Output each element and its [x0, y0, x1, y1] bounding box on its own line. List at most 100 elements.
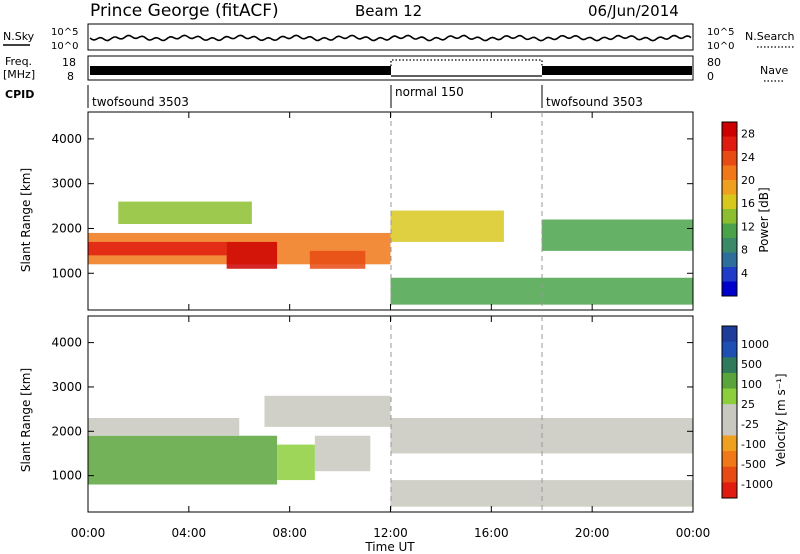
colorbar-tick-label: 24	[741, 151, 755, 164]
noise-right-tick-top: 10^5	[707, 27, 734, 38]
colorbar-tick-label: 4	[741, 267, 748, 280]
cpid-segment-label: normal 150	[395, 85, 464, 99]
y-tick-label: 2000	[51, 424, 82, 438]
noise-right-tick-bottom: 10^0	[707, 41, 734, 52]
colorbar-swatch	[722, 223, 737, 239]
colorbar-swatch	[722, 136, 737, 152]
colorbar-swatch	[722, 180, 737, 195]
freq-bar-segment-1	[90, 66, 391, 75]
colorbar-swatch	[722, 151, 737, 166]
velocity-panel: 1000 2000 3000 4000 Slant Range [km] 1000 50…	[19, 315, 788, 513]
freq-left-tick-top: 18	[62, 56, 76, 69]
heatmap-cell	[277, 444, 315, 481]
colorbar-tick-label: -500	[741, 458, 766, 471]
colorbar-tick-label: 500	[741, 358, 762, 371]
freq-unit-label: [MHz]	[3, 68, 35, 81]
colorbar-tick-label: -25	[741, 418, 759, 431]
power-heatmap	[88, 201, 693, 305]
noise-sky-trace	[89, 34, 692, 42]
heatmap-cell	[118, 201, 252, 224]
noise-left-tick-bottom: 10^0	[51, 41, 78, 52]
y-tick-label: 3000	[51, 177, 82, 191]
colorbar-tick-label: 28	[741, 128, 755, 141]
colorbar-swatch	[722, 122, 737, 137]
colorbar-swatch	[722, 267, 737, 282]
colorbar-swatch	[722, 165, 737, 181]
heatmap-cell	[88, 435, 278, 485]
velocity-heatmap	[88, 395, 693, 507]
power-y-axis: 1000 2000 3000 4000	[51, 132, 693, 280]
x-tick-label: 00:00	[71, 526, 106, 540]
x-tick-label: 16:00	[474, 526, 509, 540]
colorbar-frame	[721, 121, 738, 297]
colorbar-tick-label: 16	[741, 197, 755, 210]
freq-panel-frame	[87, 55, 694, 81]
power-panel: 1000 2000 3000 4000 Slant Range [km] 4 8 12 16…	[19, 111, 771, 311]
colorbar-swatch	[722, 419, 737, 436]
x-tick-label: 08:00	[272, 526, 307, 540]
heatmap-cell	[390, 480, 693, 507]
nave-right-tick-top: 80	[707, 56, 721, 69]
x-tick-label: 12:00	[373, 526, 408, 540]
colorbar-tick-label: 25	[741, 398, 755, 411]
x-tick-label: 04:00	[172, 526, 207, 540]
colorbar-swatch	[722, 404, 737, 421]
heatmap-cell	[541, 219, 693, 251]
noise-panel-frame	[87, 23, 694, 51]
colorbar-tick-label: -100	[741, 438, 766, 451]
colorbar-swatch	[722, 341, 737, 358]
heatmap-cell	[226, 241, 278, 269]
colorbar-swatch	[722, 482, 737, 499]
colorbar-tick-label: 100	[741, 378, 762, 391]
freq-left-tick-bottom: 8	[67, 70, 74, 83]
colorbar-swatch	[722, 281, 737, 297]
x-tick-label: 00:00	[676, 526, 711, 540]
y-tick-label: 4000	[51, 132, 82, 146]
power-y-axis-label: Slant Range [km]	[19, 168, 33, 272]
colorbar-swatch	[722, 252, 737, 268]
noise-left-tick-top: 10^5	[51, 27, 78, 38]
velocity-y-axis: 1000 2000 3000 4000	[51, 336, 693, 483]
colorbar-tick-label: 8	[741, 244, 748, 257]
nave-label: Nave	[760, 64, 788, 77]
colorbar-tick-label: 1000	[741, 338, 769, 351]
heatmap-cell	[88, 417, 240, 436]
colorbar-swatch	[722, 326, 737, 343]
cpid-segment-label: twofsound 3503	[546, 95, 643, 109]
beam-title: Beam 12	[355, 2, 422, 20]
colorbar-tick-label: 20	[741, 174, 755, 187]
velocity-y-axis-label: Slant Range [km]	[19, 368, 33, 472]
freq-bar-segment-3	[542, 66, 692, 75]
x-axis: 00:00 04:00 08:00 12:00 16:00 20:00 00:00	[71, 112, 711, 540]
colorbar-swatch	[722, 357, 737, 374]
y-tick-label: 2000	[51, 221, 82, 235]
x-axis-label: Time UT	[364, 540, 415, 554]
cpid-label: CPID	[5, 88, 34, 101]
heatmap-cell	[390, 210, 504, 242]
cpid-segment-label: twofsound 3503	[92, 95, 189, 109]
colorbar-swatch	[722, 466, 737, 483]
colorbar-tick-label: -1000	[741, 478, 773, 491]
heatmap-cell	[264, 395, 391, 427]
heatmap-cell	[314, 435, 371, 472]
date-title: 06/Jun/2014	[588, 2, 679, 20]
colorbar-frame	[721, 325, 738, 499]
heatmap-cell	[88, 241, 227, 256]
noise-search-label: N.Search	[745, 30, 795, 43]
heatmap-cell	[390, 277, 693, 305]
noise-sky-label: N.Sky	[3, 30, 35, 43]
colorbar-swatch	[722, 238, 737, 253]
colorbar-swatch	[722, 372, 737, 390]
velocity-colorbar-label: Velocity [m s⁻¹]	[774, 373, 788, 466]
colorbar-tick-label: 12	[741, 220, 755, 233]
noise-panel: N.Sky 10^5 10^0 10^5 10^0 N.Search	[3, 23, 795, 52]
y-tick-label: 3000	[51, 380, 82, 394]
freq-panel: Freq. [MHz] 18 8 80 0 Nave	[3, 55, 788, 83]
colorbar-swatch	[722, 194, 737, 210]
power-colorbar: 4 8 12 16 20 24 28	[721, 121, 755, 297]
colorbar-swatch	[722, 388, 737, 405]
y-tick-label: 4000	[51, 336, 82, 350]
station-title: Prince George (fitACF)	[90, 1, 279, 21]
heatmap-cell	[309, 250, 366, 269]
